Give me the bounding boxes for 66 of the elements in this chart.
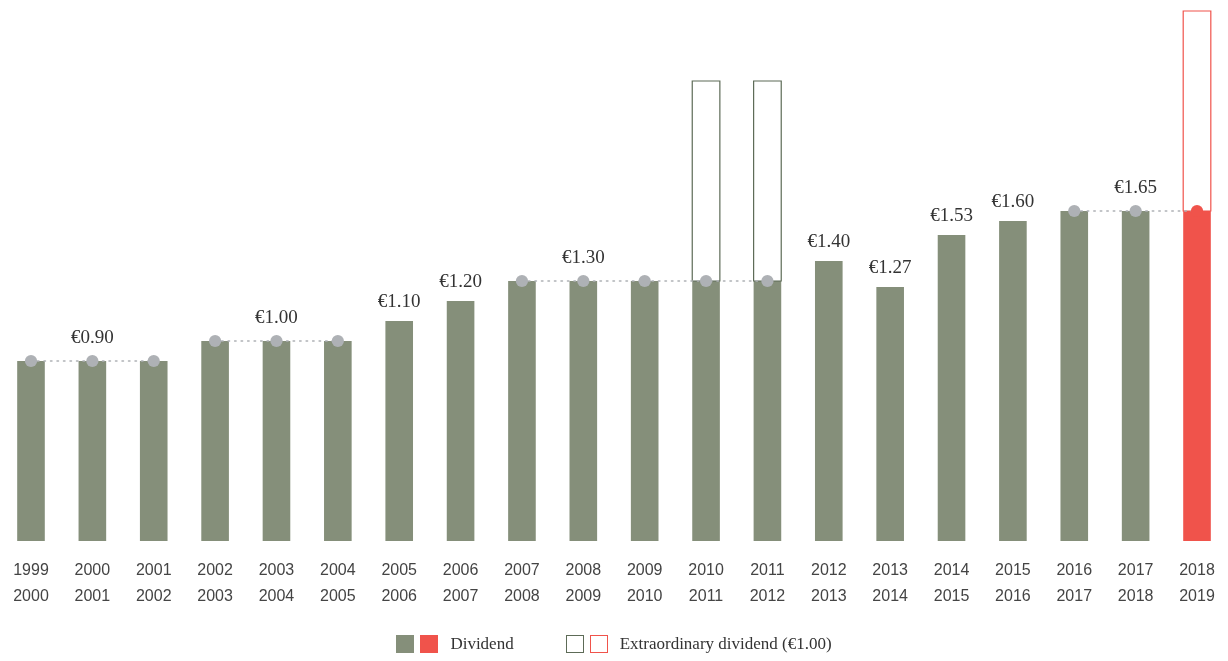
bar [814,261,843,541]
bar [17,361,45,541]
x-tick-label: 2017 2018 [1117,560,1154,604]
x-tick-label: 2003 2004 [258,560,295,604]
bar [139,361,168,541]
data-label: €1.27 [868,256,912,277]
bar [446,301,475,541]
bar [201,341,229,541]
point [86,354,99,368]
x-tick-label: 2018 2019 [1179,560,1215,604]
data-label: €1.40 [807,230,851,251]
data-label: €1.30 [561,246,605,267]
bar [753,281,782,541]
point [24,354,38,368]
data-label: €1.00 [255,306,298,327]
x-tick-label: 1999 2000 [13,560,49,604]
bar [937,235,966,541]
point [147,354,160,368]
legend-label: Extraordinary dividend (€1.00) [619,634,832,654]
point [638,274,651,288]
point [577,274,590,288]
x-tick-label: 2002 2003 [197,560,233,604]
x-tick-label: 2009 2010 [626,560,663,604]
bar [385,321,414,541]
point [515,274,529,288]
bar [876,287,904,541]
data-label: €0.90 [70,326,114,347]
x-tick-label: 2000 2001 [74,560,111,604]
bar [753,80,782,282]
point [270,334,283,348]
legend-label: Dividend [450,634,514,654]
x-tick-label: 2013 2014 [872,560,909,604]
bar [324,341,352,541]
x-tick-label: 2011 2012 [749,560,786,604]
bar [1060,211,1089,541]
bar [691,80,721,282]
bar [1121,211,1150,541]
x-tick-label: 2016 2017 [1056,560,1093,604]
data-label: €1.53 [930,204,973,225]
bar [569,281,598,541]
data-label: €1.65 [1114,176,1158,197]
x-tick-label: 2008 2009 [565,560,602,604]
point [208,334,222,348]
bar [692,281,720,541]
point [761,274,774,288]
x-tick-label: 2005 2006 [381,560,418,604]
point [699,274,713,288]
bar [630,281,659,541]
bar [999,221,1027,541]
bar [78,361,107,541]
x-tick-label: 2004 2005 [320,560,356,604]
bar [262,341,291,541]
point [1068,204,1081,218]
point [1129,204,1142,218]
bar [508,281,536,541]
x-tick-label: 2012 2013 [811,560,847,604]
x-tick-label: 2006 2007 [442,560,479,604]
x-tick-label: 2010 2011 [688,560,724,604]
x-tick-label: 2015 2016 [995,560,1031,604]
x-tick-label: 2014 2015 [933,560,970,604]
x-tick-label: 2001 2002 [135,560,172,604]
x-tick-label: 2007 2008 [504,560,540,604]
data-label: €1.60 [991,190,1035,211]
point [331,334,344,348]
data-label: €1.20 [439,270,482,291]
data-label: €1.10 [377,290,421,311]
